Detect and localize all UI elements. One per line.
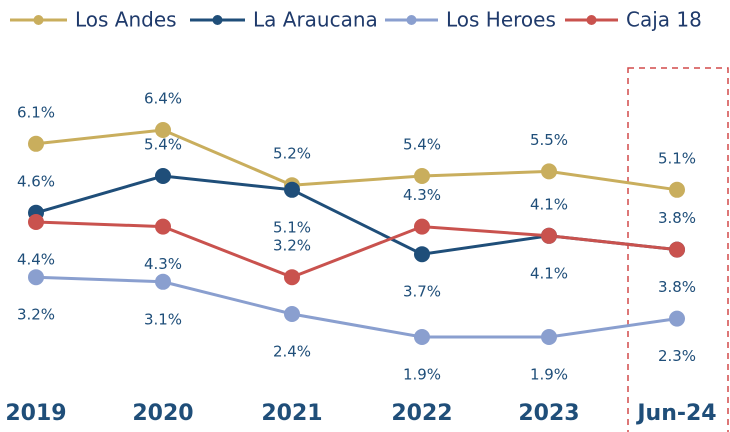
data-point [155,218,171,235]
data-point [541,227,557,244]
data-point [284,269,300,286]
data-point [669,310,685,327]
data-point [414,246,430,263]
data-label: 4.1% [530,264,568,282]
data-label: 5.4% [144,136,182,154]
data-point [414,329,430,345]
data-label: 4.4% [17,251,55,269]
x-tick-label: Jun-24 [635,401,716,426]
data-label: 5.2% [273,145,311,163]
x-tick-label: 2020 [132,401,193,426]
x-tick-label: 2019 [5,401,66,426]
data-label: 4.3% [144,255,182,273]
data-label: 4.3% [403,186,441,204]
data-label: 3.1% [144,310,182,328]
data-point [669,241,685,258]
series-line [35,275,678,339]
data-label: 4.1% [530,195,568,213]
data-label: 6.4% [144,90,182,108]
data-point [669,181,685,198]
data-label: 2.3% [658,347,696,365]
data-point [155,168,171,184]
data-point [28,269,44,286]
data-label: 2.4% [273,343,311,361]
data-label: 1.9% [530,366,568,384]
data-point [28,135,44,152]
legend-label: Los Heroes [446,8,556,32]
data-label: 3.8% [658,209,696,227]
data-label: 5.1% [273,218,311,236]
data-point [155,273,171,290]
highlight-box [627,67,729,432]
legend-label: Caja 18 [626,8,702,32]
data-point [155,122,171,138]
data-point [284,306,300,322]
legend-dot [406,15,417,25]
x-tick-label: 2022 [391,401,452,426]
series-line [35,220,678,279]
data-label: 3.2% [17,306,55,324]
data-label: 5.1% [658,149,696,167]
legend-dot [586,15,597,25]
legend-dot [212,15,223,25]
data-label: 1.9% [403,366,441,384]
legend-label: La Araucana [253,8,378,32]
data-point [28,214,44,230]
data-point [284,181,300,198]
series-line [35,174,678,256]
legend-dot [33,15,44,25]
data-label: 4.6% [17,172,55,190]
data-point [541,329,557,345]
data-point [541,163,557,180]
data-label: 5.5% [530,131,568,149]
legend-label: Los Andes [75,8,177,32]
data-label: 3.8% [658,278,696,296]
data-label: 3.2% [273,237,311,255]
series-line [35,128,678,192]
data-point [414,218,430,235]
data-label: 5.4% [403,136,441,154]
x-tick-label: 2021 [261,401,322,426]
data-point [414,168,430,184]
data-label: 3.7% [403,283,441,301]
x-tick-label: 2023 [518,401,579,426]
data-label: 6.1% [17,103,55,121]
